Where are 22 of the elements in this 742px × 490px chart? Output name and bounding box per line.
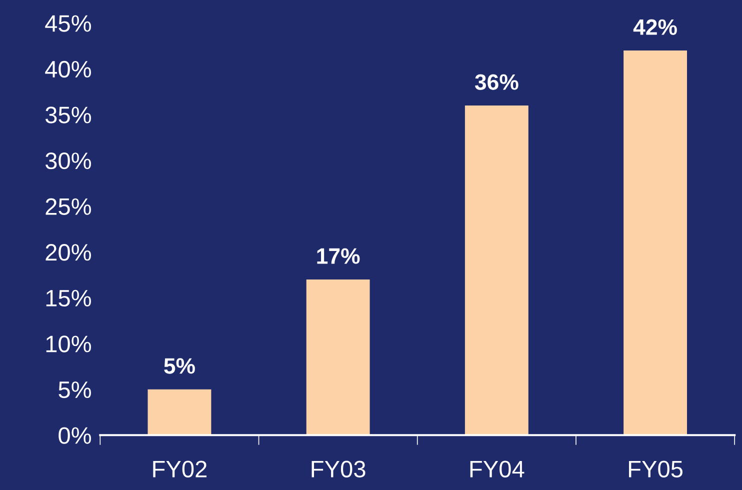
- x-tick-label: FY03: [312, 460, 366, 478]
- y-tick-label: 10%: [46, 336, 91, 352]
- x-tick-label: FY02: [153, 460, 207, 478]
- x-tick-label: FY05: [629, 460, 683, 478]
- y-tick-label: 0%: [58, 427, 91, 444]
- x-tick-label: FY04: [470, 460, 524, 478]
- y-tick-label: 35%: [45, 106, 91, 124]
- y-tick-label: 25%: [46, 198, 91, 215]
- data-label: 17%: [317, 248, 360, 264]
- y-tick-label: 5%: [58, 382, 91, 398]
- y-tick-label: 40%: [45, 60, 91, 78]
- y-tick-label: 15%: [46, 290, 91, 307]
- bar: [464, 105, 528, 436]
- bar: [148, 389, 212, 436]
- y-tick-label: 30%: [45, 152, 91, 170]
- bar: [306, 279, 370, 436]
- data-label: 42%: [633, 19, 677, 35]
- y-tick-label: 45%: [45, 15, 91, 32]
- data-label: 5%: [164, 358, 195, 374]
- bar: [624, 50, 687, 436]
- y-tick-label: 20%: [46, 244, 91, 261]
- data-label: 36%: [474, 74, 518, 90]
